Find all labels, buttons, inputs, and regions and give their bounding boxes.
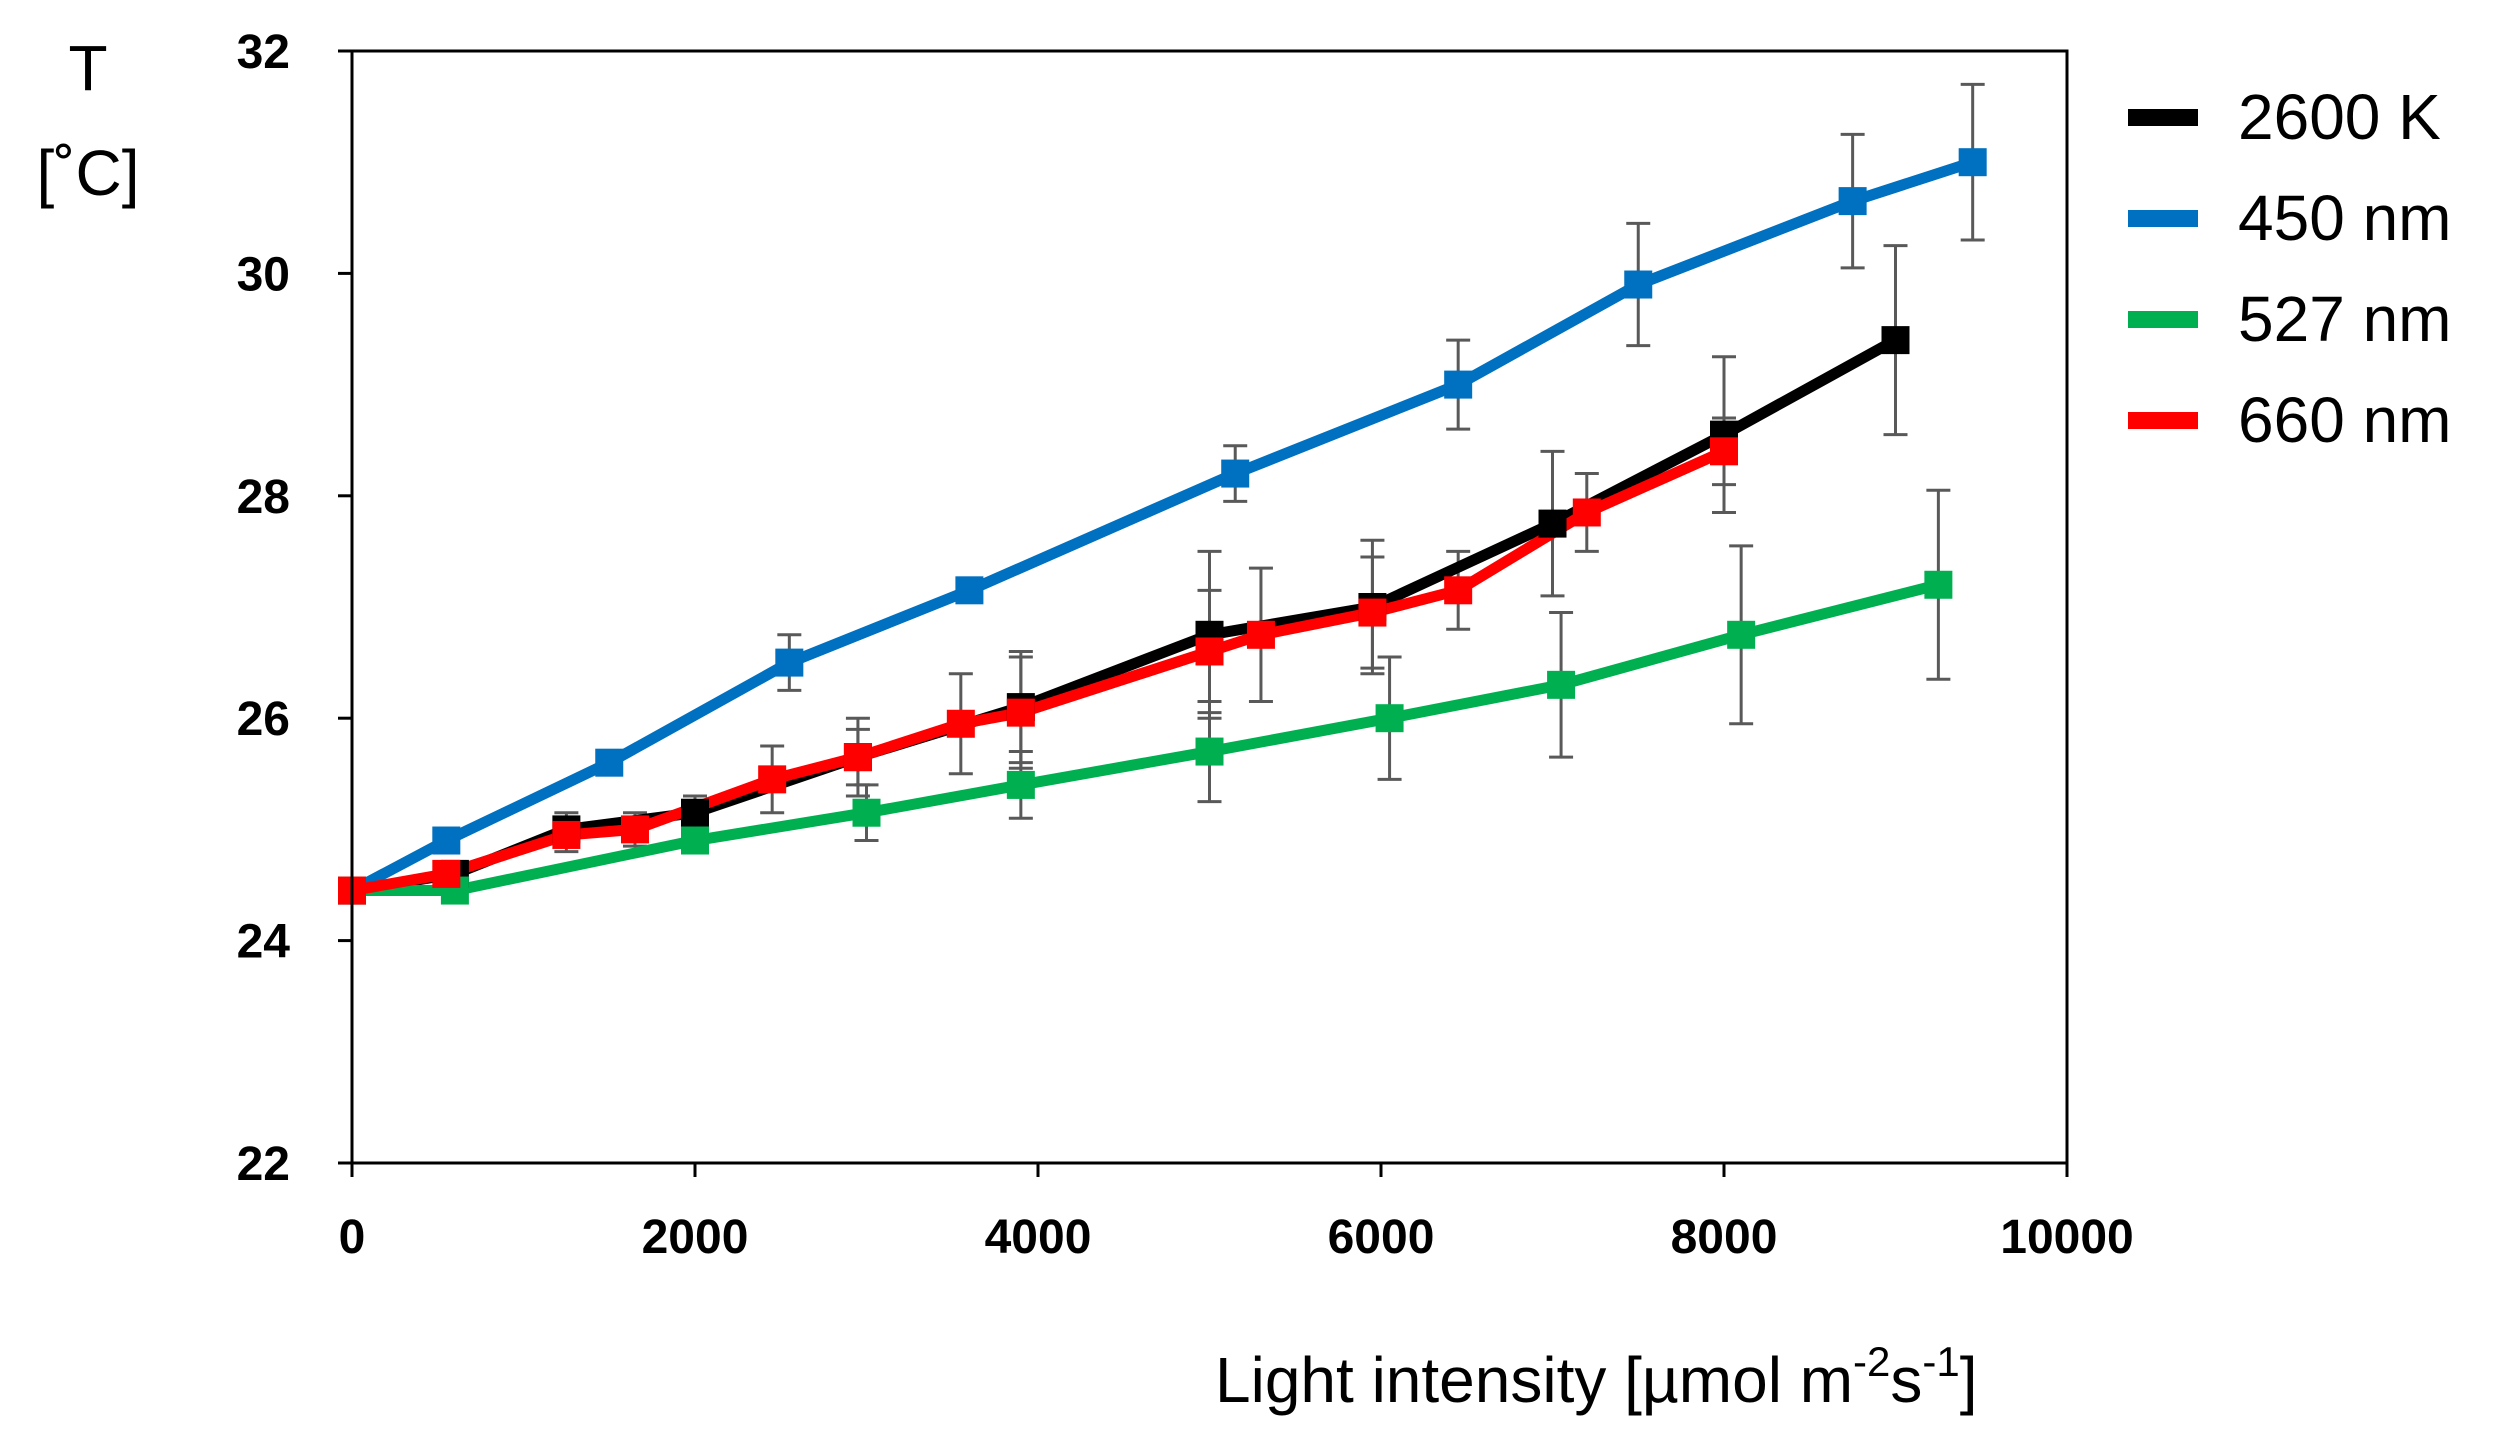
data-point-2600-k-10 [1881, 326, 1910, 355]
legend-swatch-660-nm [2128, 412, 2198, 429]
data-point-450-nm-9 [1958, 148, 1987, 177]
data-point-527-nm-2 [681, 826, 709, 855]
x-axis-ticks: 0 2000 4000 6000 8000 10000 [339, 1163, 2134, 1264]
x-axis-title-end: ] [1960, 1344, 1978, 1416]
data-point-2600-k-8 [1538, 509, 1567, 538]
legend-swatch-2600-k [2128, 109, 2198, 126]
y-tick-label-4: 30 [237, 248, 290, 301]
legend-item-660-nm: 660 nm [2128, 384, 2451, 456]
series-line-450-nm [346, 156, 1979, 897]
data-point-660-nm-7 [1006, 698, 1035, 727]
data-point-2600-k-3 [681, 798, 709, 827]
data-point-527-nm-9 [1924, 570, 1953, 599]
y-axis-title-unit: [˚C] [36, 137, 139, 209]
data-point-527-nm-4 [1006, 770, 1035, 799]
legend-label-450-nm: 450 nm [2238, 182, 2451, 254]
data-point-660-nm-10 [1358, 598, 1387, 627]
x-tick-label-2: 4000 [985, 1211, 1092, 1264]
y-axis-title-symbol: T [68, 32, 107, 104]
y-tick-label-3: 28 [237, 471, 290, 524]
x-tick-label-4: 8000 [1671, 1211, 1778, 1264]
y-tick-label-1: 24 [237, 916, 291, 969]
data-point-660-nm-3 [620, 815, 649, 844]
data-point-527-nm-3 [852, 798, 881, 827]
data-point-450-nm-5 [1221, 459, 1250, 488]
x-axis-title-mid: s [1890, 1344, 1922, 1416]
data-point-527-nm-6 [1375, 704, 1404, 733]
legend-item-450-nm: 450 nm [2128, 182, 2451, 254]
x-tick-label-3: 6000 [1328, 1211, 1435, 1264]
y-tick-label-2: 26 [237, 693, 290, 746]
data-point-660-nm-12 [1572, 498, 1601, 527]
legend: 2600 K 450 nm 527 nm 660 nm [2128, 81, 2451, 456]
legend-label-527-nm: 527 nm [2238, 283, 2451, 355]
data-point-660-nm-5 [843, 743, 872, 772]
data-point-660-nm-2 [552, 820, 581, 849]
legend-swatch-450-nm [2128, 210, 2198, 227]
data-point-450-nm-7 [1624, 270, 1653, 299]
data-point-450-nm-4 [955, 576, 984, 605]
data-point-660-nm-6 [946, 709, 975, 738]
y-tick-label-5: 32 [237, 26, 290, 79]
data-point-450-nm-6 [1444, 370, 1473, 399]
x-axis-title-sup2: -1 [1922, 1338, 1959, 1385]
legend-label-660-nm: 660 nm [2238, 384, 2451, 456]
legend-item-527-nm: 527 nm [2128, 283, 2451, 355]
legend-label-2600-k: 2600 K [2238, 81, 2441, 153]
data-point-527-nm-8 [1727, 620, 1756, 649]
data-point-450-nm-1 [432, 826, 461, 855]
data-point-660-nm-9 [1246, 620, 1275, 649]
x-axis-title-sup1: -2 [1853, 1338, 1890, 1385]
x-axis-title-main: Light intensity [µmol m [1215, 1344, 1853, 1416]
x-tick-label-5: 10000 [2000, 1211, 2133, 1264]
data-point-527-nm-5 [1195, 737, 1224, 766]
data-point-660-nm-13 [1710, 437, 1738, 466]
data-point-450-nm-2 [595, 748, 624, 777]
x-tick-label-1: 2000 [642, 1211, 749, 1264]
plot-area-frame [350, 49, 2069, 1165]
data-point-660-nm-11 [1444, 576, 1473, 605]
data-point-660-nm-1 [432, 859, 461, 888]
legend-swatch-527-nm [2128, 311, 2198, 328]
data-point-527-nm-7 [1547, 670, 1576, 699]
x-axis-title: Light intensity [µmol m-2s-1] [1215, 1338, 1978, 1416]
data-point-660-nm-4 [758, 765, 787, 794]
data-point-450-nm-3 [775, 648, 804, 677]
data-point-660-nm-8 [1195, 637, 1224, 666]
legend-item-2600-k: 2600 K [2128, 81, 2441, 153]
series-line-527-nm [346, 579, 1944, 897]
y-axis-ticks: 22 24 26 28 30 32 [237, 26, 352, 1191]
x-tick-label-0: 0 [339, 1211, 366, 1264]
data-point-450-nm-8 [1838, 187, 1867, 216]
y-tick-label-0: 22 [237, 1138, 290, 1191]
